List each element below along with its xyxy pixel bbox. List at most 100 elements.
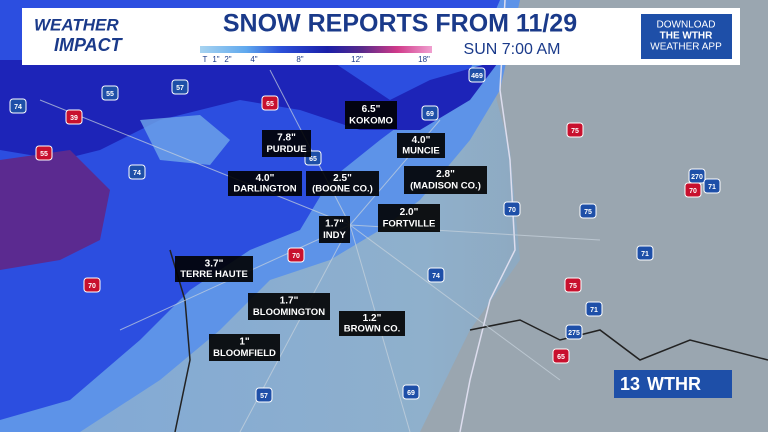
highway-number: 74	[14, 104, 22, 111]
app-promo-line: DOWNLOAD	[657, 20, 716, 31]
brand-name: WTHR	[647, 374, 701, 394]
report-place: INDY	[323, 230, 346, 241]
report-box	[248, 293, 330, 320]
highway-number: 55	[40, 151, 48, 158]
report-amount: 1.7"	[280, 296, 299, 307]
highway-number: 71	[708, 184, 716, 191]
legend-label: 4"	[250, 55, 257, 64]
highway-number: 75	[571, 128, 579, 135]
highway-shield	[468, 67, 486, 83]
highway-shield	[171, 79, 189, 95]
highway-shield	[9, 98, 27, 114]
legend-label: 2"	[224, 55, 231, 64]
report-amount: 2.5"	[333, 173, 352, 184]
highway-number: 270	[691, 174, 703, 181]
logo-top: WEATHER	[34, 15, 119, 34]
highway-shield	[421, 105, 439, 121]
header-bar	[22, 8, 740, 65]
heavy-snow-area	[0, 60, 500, 160]
report-box	[175, 256, 253, 282]
report-box	[397, 133, 445, 158]
highway-number: 57	[176, 85, 184, 92]
report-amount: 3.7"	[205, 258, 224, 269]
highway-shield	[65, 109, 83, 125]
highway-shield	[101, 85, 119, 101]
legend-label: 8"	[296, 55, 303, 64]
highway-number: 55	[106, 91, 114, 98]
highway-shield	[703, 178, 721, 194]
app-promo-line: THE WTHR	[660, 31, 714, 42]
highway-shield	[35, 145, 53, 161]
report-box	[209, 334, 280, 361]
highway-shield	[579, 203, 597, 219]
report-place: BLOOMINGTON	[253, 307, 325, 318]
highway-shield	[585, 301, 603, 317]
report-box	[339, 311, 405, 336]
highway-number: 70	[689, 188, 697, 195]
report-amount: 7.8"	[277, 133, 296, 144]
report-place: BROWN CO.	[344, 324, 400, 335]
report-box	[262, 130, 311, 157]
highway-number: 71	[641, 251, 649, 258]
legend-label: 18"	[418, 55, 430, 64]
highway-shield	[684, 182, 702, 198]
highway-shield	[565, 324, 583, 340]
highway-number: 74	[432, 273, 440, 280]
highway-shield	[552, 348, 570, 364]
highway-number: 70	[292, 253, 300, 260]
highway-shield	[261, 95, 279, 111]
snow-hole	[140, 115, 230, 165]
app-promo[interactable]	[641, 14, 732, 59]
report-amount: 1.7"	[325, 219, 344, 230]
report-amount: 2.0"	[400, 207, 419, 218]
very-heavy-snow-area	[0, 150, 110, 270]
highway-number: 70	[88, 283, 96, 290]
highway-number: 69	[426, 111, 434, 118]
brand-box	[614, 370, 732, 398]
report-place: (MADISON CO.)	[410, 181, 481, 192]
report-place: TERRE HAUTE	[180, 269, 248, 280]
highway-shield	[402, 384, 420, 400]
highway-number: 275	[568, 330, 580, 337]
legend-label: T	[203, 55, 208, 64]
highway-shield	[255, 387, 273, 403]
time: SUN 7:00 AM	[464, 41, 561, 58]
report-place: MUNCIE	[402, 146, 439, 157]
app-promo-line: WEATHER APP	[650, 42, 722, 53]
highway-shield	[83, 277, 101, 293]
brand-channel: 13	[620, 374, 640, 394]
highway-number: 70	[508, 207, 516, 214]
title: SNOW REPORTS FROM 11/29	[223, 10, 577, 38]
report-place: DARLINGTON	[233, 184, 296, 195]
report-box	[306, 171, 379, 196]
report-box	[378, 204, 440, 232]
report-amount: 1"	[239, 337, 250, 348]
report-place: BLOOMFIELD	[213, 348, 276, 359]
report-box	[404, 166, 487, 194]
report-amount: 1.2"	[363, 313, 382, 324]
highway-number: 65	[557, 354, 565, 361]
report-place: (BOONE CO.)	[312, 184, 373, 195]
report-place: FORTVILLE	[383, 219, 436, 230]
highway-number: 69	[407, 390, 415, 397]
highway-shield	[564, 277, 582, 293]
highway-number: 75	[569, 283, 577, 290]
report-amount: 4.0"	[412, 135, 431, 146]
report-box	[228, 171, 302, 196]
highway-number: 39	[70, 115, 78, 122]
report-box	[319, 216, 350, 243]
report-amount: 2.8"	[436, 169, 455, 180]
highway-number: 71	[590, 307, 598, 314]
highway-shield	[636, 245, 654, 261]
legend-bar	[200, 46, 432, 53]
highway-number: 57	[260, 393, 268, 400]
report-place: KOKOMO	[349, 116, 393, 127]
brand-logo: 13 WTHR	[614, 370, 732, 398]
logo-bottom: IMPACT	[54, 35, 124, 55]
legend-label: 12"	[351, 55, 363, 64]
highway-shield	[287, 247, 305, 263]
report-amount: 4.0"	[256, 173, 275, 184]
highway-number: 75	[584, 209, 592, 216]
highway-shield	[427, 267, 445, 283]
